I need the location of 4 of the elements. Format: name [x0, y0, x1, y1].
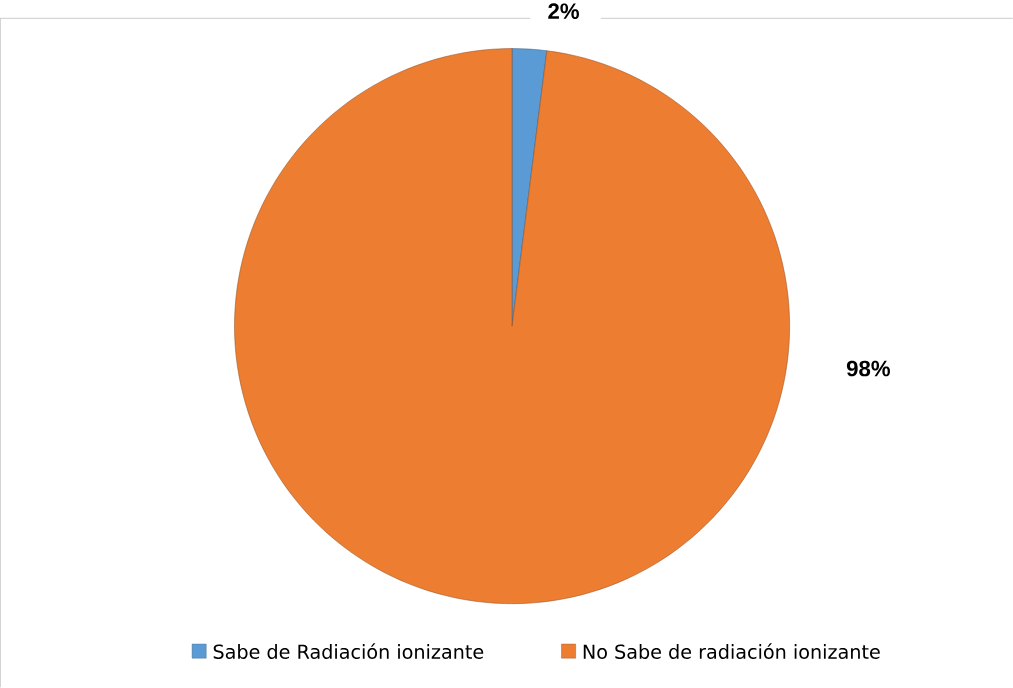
data-label: 2%	[548, 3, 579, 20]
legend-label: No Sabe de radiación ionizante	[583, 643, 880, 660]
legend-label: Sabe de Radiación ionizante	[213, 643, 484, 660]
data-label: 98%	[846, 360, 890, 377]
